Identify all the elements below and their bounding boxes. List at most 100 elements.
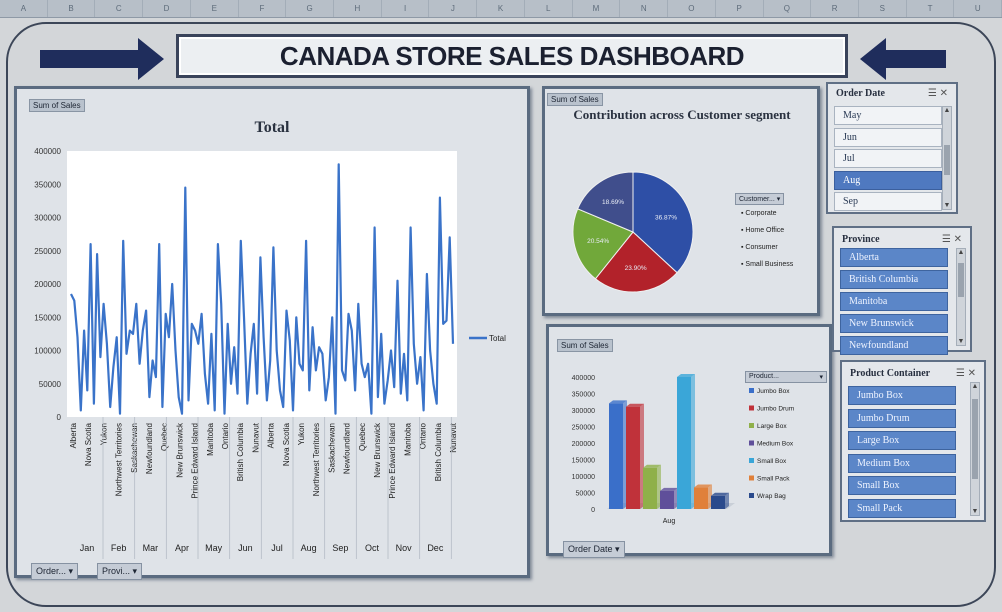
pie-slice [632,171,694,274]
order-filter-button[interactable]: Order... ▾ [31,563,79,580]
right-arrow-icon [40,38,164,80]
bar-top [660,487,678,491]
bar-top [643,464,661,468]
column-header[interactable]: O [668,0,716,17]
x-group-label: Feb [111,543,127,553]
column-header[interactable]: D [143,0,191,17]
bar-legend-label: Wrap Bag [757,493,786,500]
pie-chart-tag[interactable]: Sum of Sales [547,93,603,106]
column-header[interactable]: E [191,0,239,17]
order-filter-label: Order... [36,566,67,576]
scroll-up-icon[interactable]: ▲ [943,107,951,114]
scroll-thumb[interactable] [944,145,950,175]
scroll-up-icon[interactable]: ▲ [957,249,965,256]
x-tick-label: Ontario [419,422,428,449]
column-header[interactable]: P [716,0,764,17]
bar-legend-label: Large Box [757,423,787,430]
slicer-item[interactable]: New Brunswick [840,314,948,333]
x-group-label: Apr [175,543,189,553]
slicer-item[interactable]: Alberta [840,248,948,267]
column-header[interactable]: J [429,0,478,17]
y-tick-label: 150000 [34,313,61,322]
column-header[interactable]: Q [764,0,812,17]
product-legend-button[interactable]: Product... ▾ [745,371,827,383]
slicer-item[interactable]: Large Box [848,431,956,450]
column-header[interactable]: N [620,0,669,17]
line-chart-tag[interactable]: Sum of Sales [29,99,85,112]
y-tick-label: 250000 [34,247,61,256]
column-header[interactable]: K [477,0,525,17]
bar-side [691,374,695,509]
filter-clear-icons[interactable]: ☰ ✕ [955,368,976,379]
column-header[interactable]: B [48,0,96,17]
column-header[interactable]: C [95,0,144,17]
x-tick-label: Quebec [358,423,367,451]
y-tick-label: 0 [591,507,595,514]
pie-legend-label: ▪ Home Office [741,227,784,234]
legend-swatch [749,493,754,498]
pie-legend-label: ▪ Small Business [741,261,794,268]
column-header[interactable]: L [525,0,573,17]
customer-legend-button[interactable]: Customer... ▾ [735,193,785,205]
slicer-item[interactable]: Jumbo Drum [848,408,956,428]
line-chart-title: Total [254,119,290,136]
bar [677,377,691,509]
product-container-scrollbar[interactable]: ▲ ▼ [970,382,980,516]
slicer-item[interactable]: Small Box [848,476,956,495]
province-scrollbar[interactable]: ▲ ▼ [956,248,966,346]
bar-top [677,374,695,377]
slicer-item[interactable]: Newfoundland [840,336,948,355]
line-chart: 0 50000 100000 150000 200000 250000 300000 3500… [34,147,506,559]
order-date-filter-button[interactable]: Order Date ▾ [563,541,625,558]
column-header[interactable]: F [239,0,287,17]
slicer-item[interactable]: British Columbia [840,270,948,289]
y-tick-label: 200000 [572,441,595,448]
order-date-filter-label: Order Date [568,544,613,554]
scroll-down-icon[interactable]: ▼ [943,202,951,209]
scroll-thumb[interactable] [958,263,964,297]
order-date-scrollbar[interactable]: ▲ ▼ [942,106,952,210]
column-header[interactable]: H [334,0,382,17]
x-tick-label: Manitoba [206,422,215,455]
dashboard-frame [6,22,996,607]
left-arrow-icon [860,38,946,80]
slicer-item[interactable]: Small Pack [848,498,956,518]
column-header[interactable]: R [811,0,859,17]
filter-clear-icons[interactable]: ☰ ✕ [927,88,948,99]
x-tick-label: Manitoba [403,422,412,455]
product-container-slicer: Product Container ☰ ✕ Jumbo Box Jumbo Dru… [840,360,986,522]
pie-value-label: 23.90% [625,265,647,272]
x-tick-label: Saskachewan [327,423,336,473]
slicer-item[interactable]: Manitoba [840,292,948,311]
slicer-item[interactable]: Sep [834,192,942,211]
slicer-item[interactable]: Jul [834,149,942,168]
column-header[interactable]: M [573,0,621,17]
scroll-thumb[interactable] [972,399,978,479]
filter-clear-icons[interactable]: ☰ ✕ [941,234,962,245]
column-header[interactable]: A [0,0,48,17]
slicer-item[interactable]: Jumbo Box [848,386,956,405]
pie-value-label: 20.54% [587,238,609,245]
column-header[interactable]: U [954,0,1002,17]
slicer-item[interactable]: May [834,106,942,125]
bar-legend-label: Small Box [757,458,787,465]
province-filter-button[interactable]: Provi... ▾ [97,563,143,580]
column-header[interactable]: S [859,0,907,17]
bar-chart-tag[interactable]: Sum of Sales [557,339,613,352]
slicer-item[interactable]: Medium Box [848,453,956,473]
bar-top [626,403,644,407]
y-tick-label: 300000 [34,214,61,223]
y-tick-label: 400000 [34,147,61,156]
column-header[interactable]: I [382,0,430,17]
column-header[interactable]: G [286,0,335,17]
y-tick-label: 400000 [572,375,595,382]
scroll-down-icon[interactable]: ▼ [971,508,979,515]
slicer-item[interactable]: Jun [834,127,942,147]
column-header[interactable]: T [907,0,955,17]
slicer-item[interactable]: Aug [834,170,942,190]
y-tick-label: 100000 [572,474,595,481]
x-group-label: May [205,543,223,553]
scroll-up-icon[interactable]: ▲ [971,383,979,390]
bar-legend-label: Jumbo Drum [757,406,794,413]
scroll-down-icon[interactable]: ▼ [957,338,965,345]
